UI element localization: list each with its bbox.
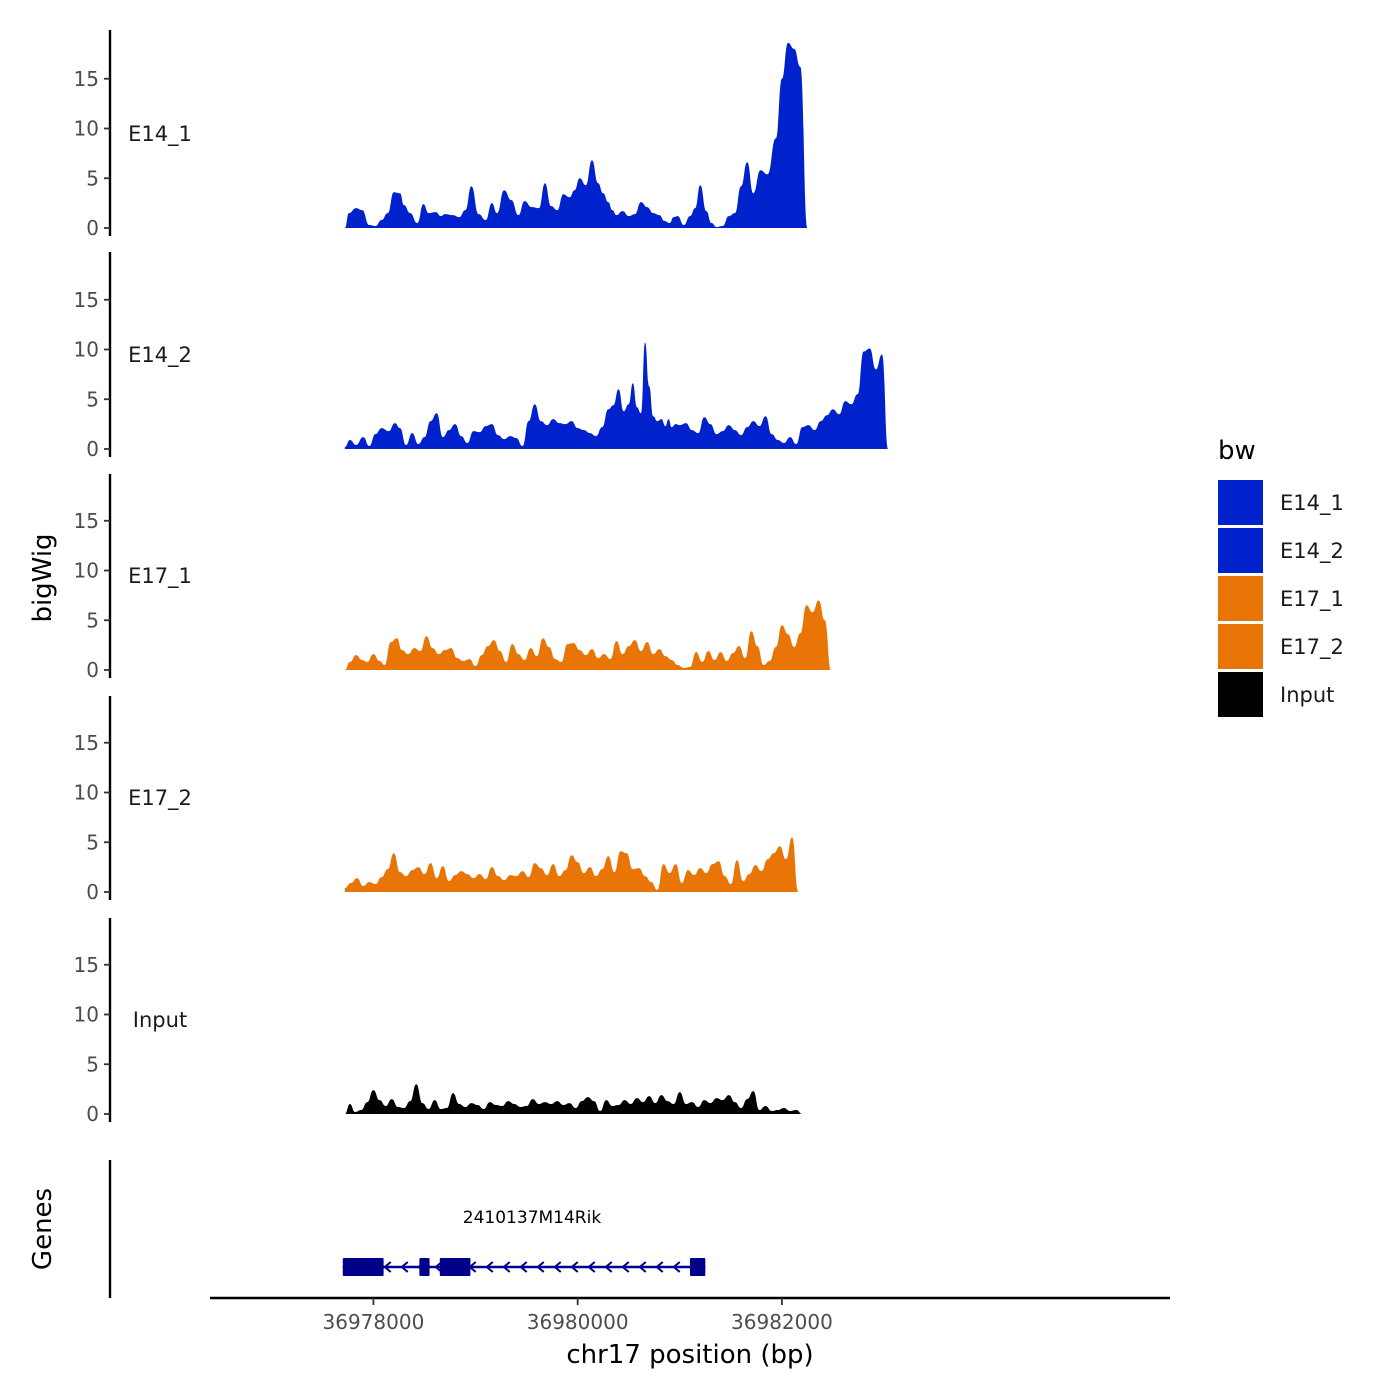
strand-arrow <box>383 1261 392 1273</box>
strand-arrow <box>485 1261 494 1273</box>
y-tick-label: 10 <box>74 559 99 583</box>
y-tick-label: 10 <box>74 117 99 141</box>
track-label: E14_2 <box>128 343 192 368</box>
x-axis-title: chr17 position (bp) <box>566 1340 813 1370</box>
gene-exon <box>690 1258 706 1276</box>
genes-axis-title: Genes <box>28 1188 58 1270</box>
y-tick-label: 15 <box>74 953 99 977</box>
track-E17_1: 0 5 10 15 E17_1 <box>74 474 905 682</box>
x-tick-label: 36980000 <box>527 1310 629 1334</box>
track-label: E17_1 <box>128 564 192 589</box>
legend-key-E17_1 <box>1218 576 1263 621</box>
strand-arrow <box>672 1261 681 1273</box>
signal-area-E14_1 <box>344 42 905 229</box>
track-label: Input <box>133 1008 187 1032</box>
legend-label: E17_1 <box>1280 587 1344 612</box>
track-Input: 0 5 10 15 Input <box>74 918 905 1126</box>
x-tick-label: 36982000 <box>731 1310 833 1334</box>
y-axis-title: bigWig <box>28 533 58 622</box>
legend-label: E14_1 <box>1280 491 1344 516</box>
strand-arrow <box>621 1261 630 1273</box>
y-tick-label: 5 <box>86 608 99 632</box>
strand-arrow <box>638 1261 647 1273</box>
signal-area-E17_2 <box>344 837 905 892</box>
legend-key-E17_2 <box>1218 624 1263 669</box>
legend-key-E14_1 <box>1218 480 1263 525</box>
y-tick-label: 5 <box>86 1052 99 1076</box>
y-tick-label: 0 <box>86 880 99 904</box>
signal-tracks: 0 5 10 15 E14_1 0 5 10 15 E14_2 0 5 10 15 E17_1 0 5 10 15 E… <box>74 30 905 1126</box>
strand-arrow <box>553 1261 562 1273</box>
strand-arrow <box>536 1261 545 1273</box>
legend-title: bw <box>1218 436 1256 466</box>
track-E17_2: 0 5 10 15 E17_2 <box>74 696 905 904</box>
strand-arrow <box>655 1261 664 1273</box>
strand-arrow <box>570 1261 579 1273</box>
legend-label: E14_2 <box>1280 539 1344 564</box>
y-tick-label: 15 <box>74 509 99 533</box>
gene-name-label: 2410137M14Rik <box>463 1208 602 1228</box>
legend: bw E14_1 E14_2 E17_1 E17_2 Input <box>1218 436 1344 717</box>
legend-label: Input <box>1280 683 1334 707</box>
y-tick-label: 5 <box>86 166 99 190</box>
strand-arrow <box>604 1261 613 1273</box>
gene-exon <box>342 1258 384 1276</box>
track-E14_2: 0 5 10 15 E14_2 <box>74 252 905 461</box>
legend-label: E17_2 <box>1280 635 1344 660</box>
y-tick-label: 10 <box>74 338 99 362</box>
track-label: E17_2 <box>128 786 192 811</box>
legend-key-E14_2 <box>1218 528 1263 573</box>
strand-arrow <box>519 1261 528 1273</box>
track-label: E14_1 <box>128 122 192 147</box>
y-tick-label: 0 <box>86 216 99 240</box>
strand-arrow <box>587 1261 596 1273</box>
x-tick-label: 36978000 <box>323 1310 425 1334</box>
signal-area-E14_2 <box>344 342 905 449</box>
y-tick-label: 15 <box>74 67 99 91</box>
gene-exon <box>419 1258 430 1276</box>
signal-area-E17_1 <box>344 600 905 670</box>
strand-arrow <box>400 1261 409 1273</box>
y-tick-label: 10 <box>74 1003 99 1027</box>
gene-model <box>342 1258 706 1276</box>
y-tick-label: 0 <box>86 1102 99 1126</box>
signal-area-Input <box>344 1084 905 1114</box>
y-tick-label: 5 <box>86 830 99 854</box>
strand-arrow <box>434 1261 443 1273</box>
strand-arrow <box>502 1261 511 1273</box>
y-tick-label: 5 <box>86 387 99 411</box>
legend-key-Input <box>1218 672 1263 717</box>
y-tick-label: 15 <box>74 731 99 755</box>
y-tick-label: 0 <box>86 658 99 682</box>
y-tick-label: 10 <box>74 781 99 805</box>
gene-exon <box>439 1258 471 1276</box>
track-E14_1: 0 5 10 15 E14_1 <box>74 30 905 240</box>
x-axis: 36978000 36980000 36982000 <box>210 1296 1170 1334</box>
genes-panel: Genes 2410137M14Rik <box>28 1160 706 1298</box>
y-tick-label: 0 <box>86 437 99 461</box>
y-tick-label: 15 <box>74 288 99 312</box>
